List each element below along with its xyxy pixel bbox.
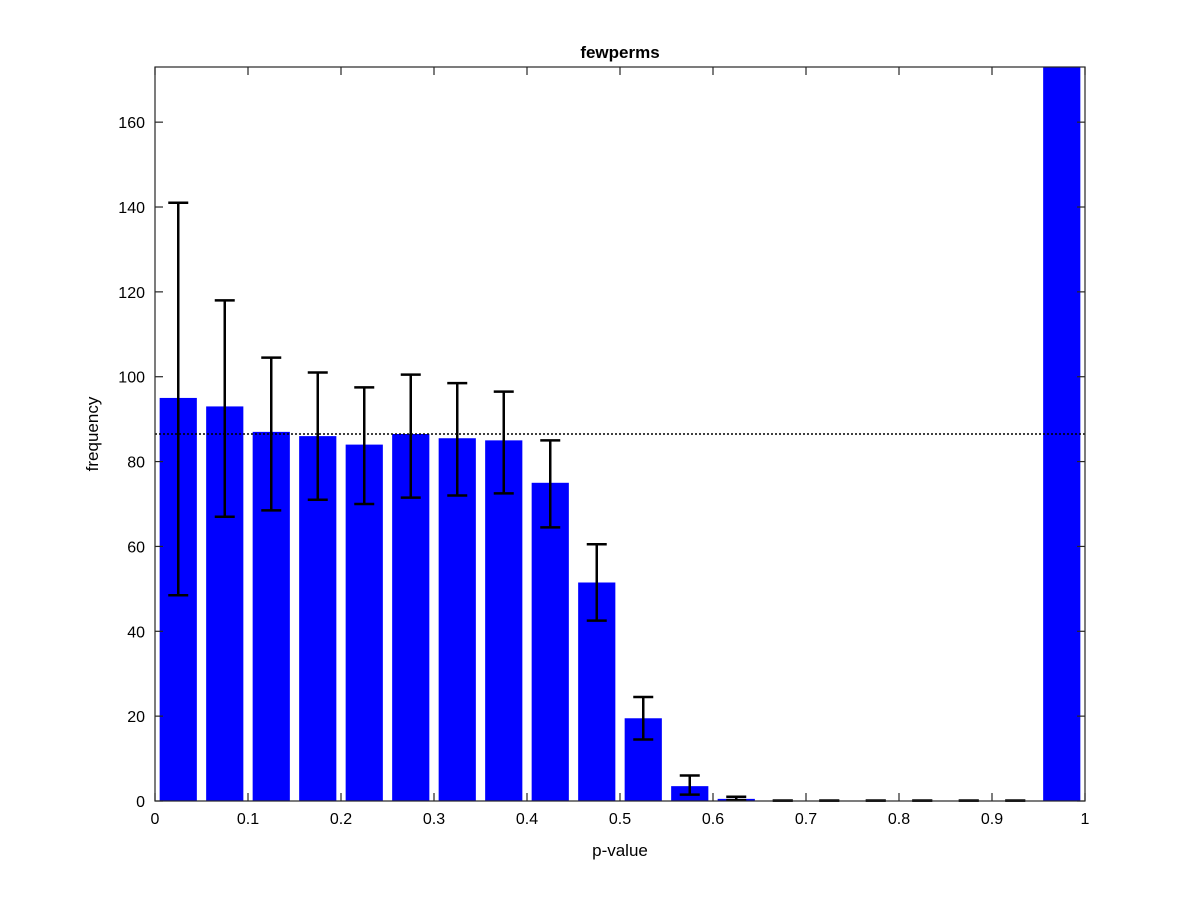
error-bar [586, 543, 607, 622]
x-tick-label: 0.4 [516, 811, 538, 828]
bars-group [159, 67, 1081, 802]
y-tick-label: 140 [118, 200, 145, 217]
y-tick-label: 160 [118, 115, 145, 132]
x-tick-label: 0 [151, 811, 160, 828]
x-axis-ticks: 0 0.1 0.2 0.3 0.4 0.5 0.6 0.7 0.8 0.9 1 [151, 67, 1090, 828]
error-bar [540, 439, 561, 529]
y-tick-label: 60 [127, 539, 145, 556]
error-bar [307, 371, 328, 502]
chart-title: fewperms [580, 43, 659, 62]
x-tick-label: 0.8 [888, 811, 910, 828]
x-tick-label: 1 [1081, 811, 1090, 828]
histogram-bar [485, 440, 523, 801]
error-bar [633, 695, 654, 741]
x-tick-label: 0.5 [609, 811, 631, 828]
x-tick-label: 0.2 [330, 811, 352, 828]
error-bar [726, 795, 747, 802]
error-bar [354, 386, 375, 506]
error-bar [679, 774, 700, 796]
x-axis-label: p-value [592, 841, 648, 860]
x-tick-label: 0.3 [423, 811, 445, 828]
error-bar [400, 373, 421, 499]
y-axis-label: frequency [83, 396, 102, 471]
error-bar [168, 201, 189, 597]
x-tick-label: 0.1 [237, 811, 259, 828]
y-tick-label: 40 [127, 624, 145, 641]
y-tick-label: 20 [127, 709, 145, 726]
x-tick-label: 0.9 [981, 811, 1003, 828]
histogram-bar [1043, 67, 1081, 801]
y-tick-label: 120 [118, 285, 145, 302]
error-bar [447, 381, 468, 497]
y-axis-ticks: 0 20 40 60 80 100 120 140 160 [118, 115, 1085, 811]
x-tick-label: 0.6 [702, 811, 724, 828]
error-bar [214, 299, 235, 518]
x-tick-label: 0.7 [795, 811, 817, 828]
y-tick-label: 100 [118, 370, 145, 387]
y-tick-label: 80 [127, 455, 145, 472]
y-tick-label: 0 [136, 794, 145, 811]
histogram-bar [531, 482, 569, 801]
histogram-bar [438, 438, 476, 801]
error-bar [493, 390, 514, 495]
